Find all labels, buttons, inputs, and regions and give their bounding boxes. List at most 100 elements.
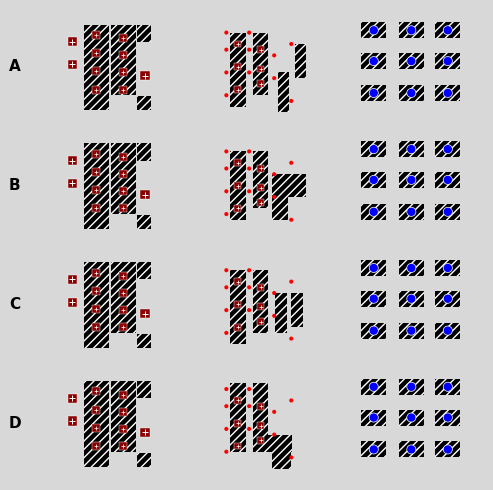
Circle shape [443, 326, 453, 335]
Circle shape [272, 53, 276, 57]
Bar [92, 442, 100, 450]
Circle shape [369, 56, 378, 66]
Circle shape [407, 294, 416, 303]
Circle shape [289, 99, 293, 103]
Bar [252, 435, 292, 452]
Bar [399, 410, 424, 425]
Circle shape [407, 445, 416, 454]
Bar [111, 24, 136, 95]
Circle shape [369, 445, 378, 454]
Bar [361, 53, 387, 69]
Circle shape [224, 30, 228, 35]
Bar [119, 187, 127, 196]
Circle shape [369, 264, 378, 272]
Bar [92, 287, 100, 294]
Bar [92, 323, 100, 331]
Circle shape [224, 71, 228, 74]
Circle shape [272, 410, 276, 414]
Circle shape [369, 145, 378, 154]
Circle shape [443, 445, 453, 454]
Bar [361, 23, 387, 38]
Bar [257, 422, 264, 429]
Bar [119, 425, 127, 433]
Circle shape [407, 264, 416, 272]
Circle shape [443, 207, 453, 217]
Bar [399, 23, 424, 38]
Circle shape [443, 26, 453, 35]
Text: D: D [8, 416, 21, 431]
Bar [234, 278, 241, 285]
Bar [137, 453, 151, 466]
Circle shape [407, 175, 416, 184]
Circle shape [247, 404, 251, 408]
Circle shape [224, 189, 228, 194]
Bar [234, 205, 241, 212]
Circle shape [407, 88, 416, 98]
Bar [92, 186, 100, 194]
Bar [257, 318, 264, 325]
Circle shape [443, 175, 453, 184]
Bar [119, 86, 127, 94]
Circle shape [224, 427, 228, 431]
Bar [119, 51, 127, 59]
Bar [399, 322, 424, 339]
Bar [435, 53, 460, 69]
Text: B: B [9, 178, 21, 193]
Bar [361, 141, 387, 157]
Bar [111, 144, 136, 214]
Circle shape [407, 145, 416, 154]
Bar [252, 32, 269, 95]
Circle shape [247, 268, 251, 272]
Bar [291, 293, 303, 327]
Bar [234, 420, 241, 427]
Bar [137, 381, 151, 398]
Circle shape [407, 413, 416, 422]
Bar [68, 37, 77, 46]
Circle shape [289, 218, 293, 222]
Bar [399, 204, 424, 220]
Circle shape [272, 195, 276, 199]
Bar [234, 182, 241, 189]
Circle shape [369, 382, 378, 392]
Bar [111, 381, 136, 452]
Bar [361, 204, 387, 220]
Bar [399, 260, 424, 276]
Bar [234, 324, 241, 331]
Circle shape [289, 161, 293, 165]
Bar [361, 85, 387, 101]
Bar [361, 441, 387, 458]
Circle shape [247, 149, 251, 153]
Circle shape [407, 26, 416, 35]
Bar [141, 309, 149, 318]
Circle shape [224, 212, 228, 216]
Bar [119, 34, 127, 42]
Bar [435, 141, 460, 157]
Bar [119, 272, 127, 280]
Circle shape [443, 56, 453, 66]
Bar [257, 199, 264, 206]
Circle shape [224, 48, 228, 52]
Bar [234, 397, 241, 404]
Bar [234, 159, 241, 166]
Circle shape [272, 314, 276, 318]
Circle shape [224, 450, 228, 454]
Bar [435, 172, 460, 188]
Bar [399, 53, 424, 69]
Circle shape [224, 308, 228, 312]
Bar [257, 165, 264, 172]
Circle shape [289, 280, 293, 284]
Bar [257, 66, 264, 73]
Bar [92, 86, 100, 94]
Bar [83, 381, 108, 466]
Bar [92, 168, 100, 176]
Bar [230, 151, 246, 220]
Bar [137, 144, 151, 161]
Circle shape [247, 71, 251, 74]
Bar [92, 424, 100, 432]
Circle shape [369, 26, 378, 35]
Bar [92, 406, 100, 414]
Bar [68, 156, 77, 165]
Circle shape [443, 145, 453, 154]
Circle shape [224, 285, 228, 290]
Bar [435, 85, 460, 101]
